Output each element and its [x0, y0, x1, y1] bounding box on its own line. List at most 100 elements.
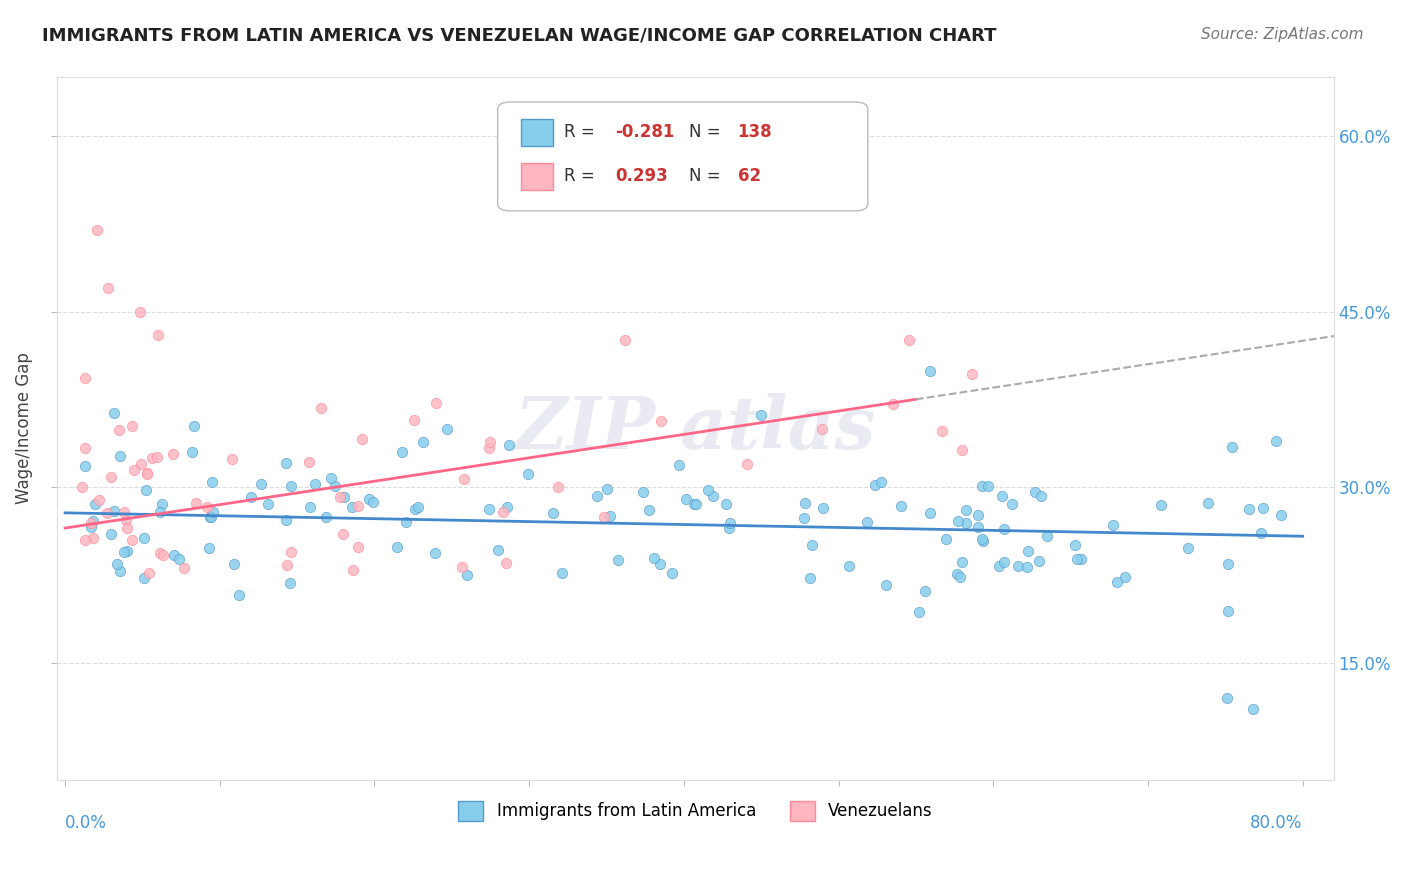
Point [115, 544, 138, 558]
Point [136, 467, 159, 481]
Point [96, 507, 118, 521]
Point [606, 552, 628, 566]
Point [100, 470, 122, 484]
Point [1150, 499, 1173, 513]
Point [931, 424, 953, 438]
Text: R =: R = [564, 167, 600, 185]
Point [129, 457, 152, 471]
Point [280, 545, 302, 559]
Point [914, 584, 936, 599]
Point [198, 541, 221, 555]
Point [75, 533, 97, 548]
Point [1015, 560, 1038, 574]
Point [391, 445, 413, 459]
Point [599, 508, 621, 523]
Point [274, 457, 297, 471]
Point [946, 566, 969, 581]
Point [276, 513, 298, 527]
Point [83, 497, 105, 511]
Point [991, 489, 1014, 503]
Point [593, 509, 616, 524]
Point [717, 521, 740, 535]
Text: 80.0%: 80.0% [1250, 814, 1303, 832]
Point [697, 483, 720, 497]
Legend: Immigrants from Latin America, Venezuelans: Immigrants from Latin America, Venezuela… [451, 794, 939, 828]
Point [169, 551, 191, 566]
Point [89, 493, 111, 508]
Point [650, 414, 672, 428]
Point [685, 497, 707, 511]
Point [596, 482, 619, 496]
Point [793, 511, 815, 525]
Point [75, 371, 97, 385]
Point [195, 500, 218, 515]
Point [423, 546, 446, 560]
Point [132, 531, 155, 545]
Point [82, 514, 104, 528]
Point [1024, 485, 1046, 500]
Point [173, 561, 195, 575]
Point [962, 367, 984, 381]
Point [249, 477, 271, 491]
Point [794, 496, 817, 510]
Point [298, 455, 321, 469]
Point [1218, 557, 1240, 571]
Point [948, 514, 970, 528]
Point [100, 527, 122, 541]
Point [955, 516, 977, 530]
Text: R =: R = [564, 122, 600, 141]
Point [492, 505, 515, 519]
Point [1028, 554, 1050, 568]
Text: 0.293: 0.293 [614, 167, 668, 185]
Point [1029, 489, 1052, 503]
Point [890, 499, 912, 513]
Point [1216, 690, 1239, 705]
Point [955, 503, 977, 517]
Point [228, 588, 250, 602]
Point [436, 421, 458, 435]
Point [972, 533, 994, 547]
Point [103, 504, 125, 518]
Point [988, 558, 1011, 573]
Point [949, 569, 972, 583]
Point [875, 578, 897, 592]
FancyBboxPatch shape [520, 163, 553, 190]
Point [950, 443, 973, 458]
Point [180, 444, 202, 458]
Text: 138: 138 [738, 122, 772, 141]
Point [70, 480, 93, 494]
Point [551, 566, 574, 580]
Point [800, 538, 823, 552]
Text: -0.281: -0.281 [614, 122, 675, 141]
Point [1105, 574, 1128, 589]
Point [163, 549, 186, 563]
Point [1197, 496, 1219, 510]
Point [145, 450, 167, 464]
Point [107, 558, 129, 572]
Point [340, 500, 363, 514]
Point [718, 516, 741, 530]
Point [402, 412, 425, 426]
Point [309, 401, 332, 415]
Point [221, 451, 243, 466]
Point [631, 484, 654, 499]
Point [304, 476, 326, 491]
Point [479, 434, 502, 449]
Point [1250, 525, 1272, 540]
Point [1220, 440, 1243, 454]
Point [122, 463, 145, 477]
Point [1177, 541, 1199, 555]
Point [1035, 529, 1057, 543]
Point [613, 333, 636, 347]
Point [799, 571, 821, 585]
Point [332, 526, 354, 541]
Point [950, 555, 973, 569]
Point [498, 438, 520, 452]
Point [183, 418, 205, 433]
Point [450, 560, 472, 574]
Point [202, 504, 225, 518]
Point [73, 459, 96, 474]
Point [276, 558, 298, 572]
Point [1251, 500, 1274, 515]
Point [1017, 544, 1039, 558]
